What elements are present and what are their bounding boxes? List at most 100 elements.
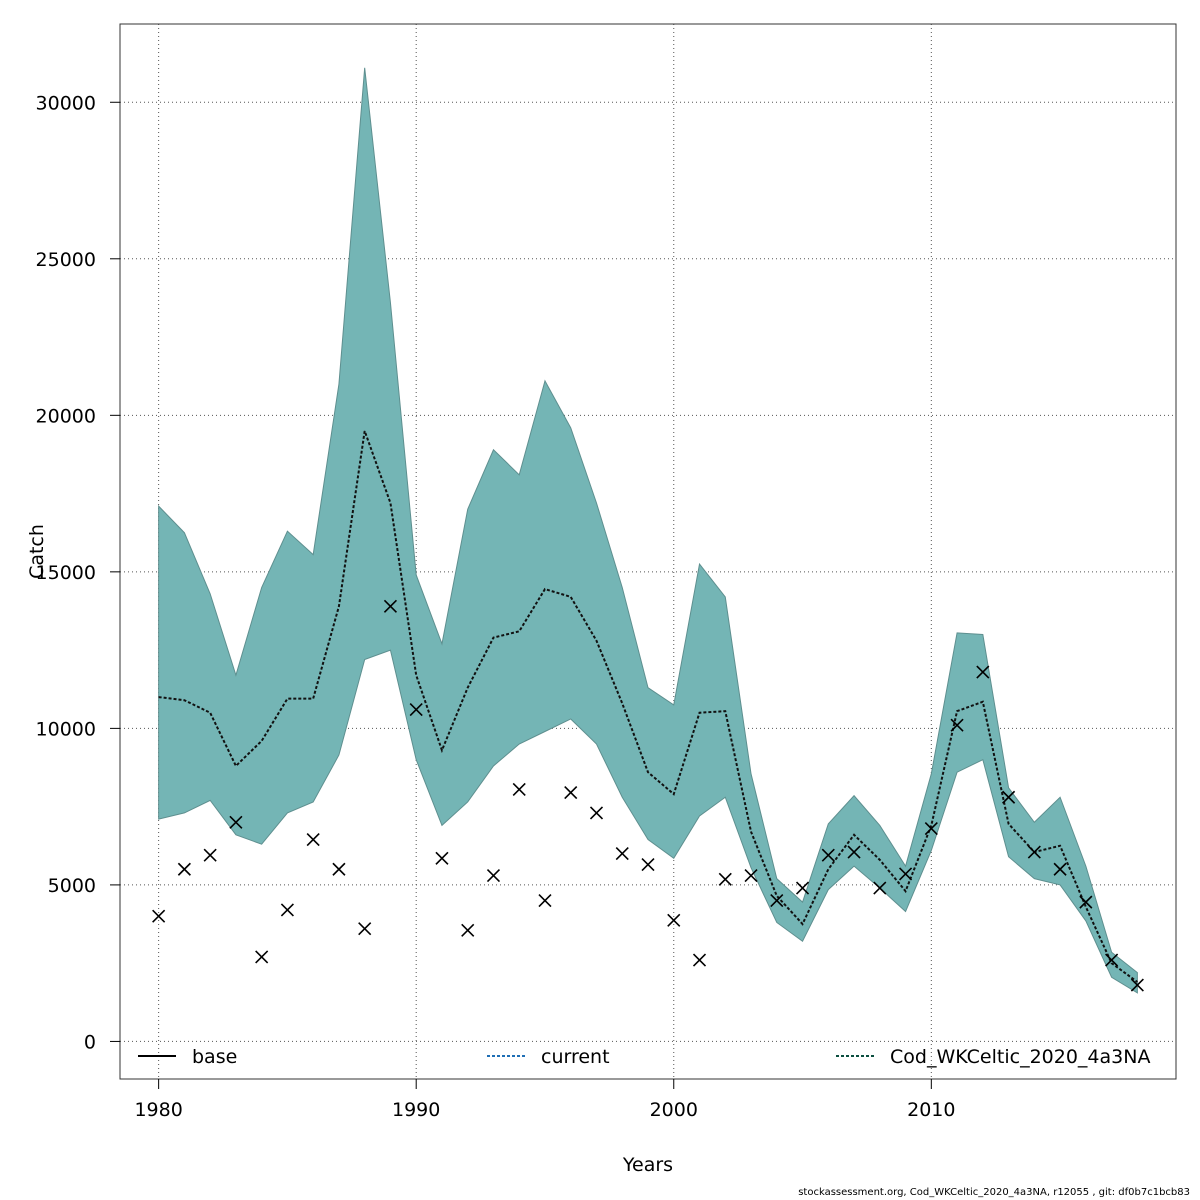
observed-point xyxy=(512,782,526,796)
footer-credit: stockassessment.org, Cod_WKCeltic_2020_4… xyxy=(798,1187,1190,1198)
observed-point xyxy=(1002,790,1016,804)
observed-point-stroke xyxy=(435,851,449,865)
observed-point xyxy=(1027,845,1041,859)
observed-point-stroke xyxy=(538,893,552,908)
observed-point-stroke xyxy=(255,950,269,964)
observed-point-stroke xyxy=(795,881,810,895)
observed-point xyxy=(255,950,269,964)
observed-point-stroke xyxy=(873,881,887,895)
observed-point-stroke xyxy=(512,782,526,796)
observed-point xyxy=(976,665,990,679)
confidence-band xyxy=(158,67,1138,994)
observed-point xyxy=(821,848,835,862)
observed-point xyxy=(1079,895,1093,909)
observed-point-stroke xyxy=(770,893,784,908)
legend: base current Cod_WKCeltic_2020_4a3NA xyxy=(138,1046,1150,1068)
observed-point xyxy=(409,703,423,717)
y-tick-label: 15000 xyxy=(36,562,96,584)
observed-point-stroke xyxy=(692,953,707,967)
plot-frame xyxy=(119,23,1177,1080)
observed-point xyxy=(795,881,810,895)
observed-point xyxy=(950,718,964,732)
observed-point xyxy=(1130,978,1144,992)
observed-point xyxy=(461,923,475,937)
observed-point xyxy=(152,909,166,923)
observed-point xyxy=(203,848,217,862)
observed-point-stroke xyxy=(486,868,501,883)
observed-point-stroke xyxy=(383,599,398,613)
y-tick-label: 20000 xyxy=(36,405,96,427)
observed-point-stroke xyxy=(1130,978,1144,992)
observed-catch-markers xyxy=(152,599,1144,992)
observed-point-stroke xyxy=(924,821,938,836)
observed-point xyxy=(615,847,629,861)
x-tick-label: 1990 xyxy=(392,1099,440,1121)
observed-point xyxy=(924,821,938,836)
observed-point xyxy=(486,868,501,883)
observed-point xyxy=(383,599,398,613)
observed-point-stroke xyxy=(358,922,372,936)
series-line xyxy=(158,430,1138,983)
observed-point xyxy=(1053,862,1067,876)
y-tick-label: 5000 xyxy=(48,875,96,897)
observed-point-stroke xyxy=(152,909,166,923)
observed-point xyxy=(229,815,243,829)
observed-point-stroke xyxy=(898,867,913,881)
model-lines xyxy=(158,430,1138,983)
x-tick-label: 1980 xyxy=(134,1099,182,1121)
observed-point-stroke xyxy=(821,848,835,862)
observed-point-stroke xyxy=(461,923,475,937)
y-tick-label: 0 xyxy=(84,1031,96,1053)
observed-point xyxy=(358,922,372,936)
y-tick-label: 30000 xyxy=(36,92,96,114)
legend-label: current xyxy=(541,1046,610,1068)
observed-point xyxy=(306,832,320,847)
observed-point-stroke xyxy=(177,862,191,876)
observed-point-stroke xyxy=(976,665,990,679)
observed-point xyxy=(280,903,294,917)
observed-point xyxy=(770,893,784,908)
observed-point-stroke xyxy=(332,862,346,876)
observed-point-stroke xyxy=(229,815,243,829)
observed-point xyxy=(667,913,681,927)
observed-point xyxy=(177,862,191,876)
observed-point xyxy=(692,953,707,967)
observed-point-stroke xyxy=(744,868,758,883)
observed-point xyxy=(332,862,346,876)
observed-point xyxy=(898,867,913,881)
observed-point-stroke xyxy=(641,857,655,872)
axes: 1980 1990 2000 2010 0 5000 10000 15000 20000 2500… xyxy=(36,92,956,1121)
observed-point-stroke xyxy=(950,718,964,732)
observed-point-stroke xyxy=(1027,845,1041,859)
y-tick-label: 25000 xyxy=(36,249,96,271)
observed-point xyxy=(641,857,655,872)
confidence-band-area xyxy=(158,67,1138,994)
observed-point-stroke xyxy=(1079,895,1093,909)
observed-point-stroke xyxy=(1053,862,1067,876)
observed-point xyxy=(1105,953,1119,967)
observed-point xyxy=(873,881,887,895)
observed-point-stroke xyxy=(306,832,320,847)
observed-point-stroke xyxy=(718,872,732,886)
observed-point-stroke xyxy=(589,806,604,820)
observed-point xyxy=(589,806,604,820)
observed-point xyxy=(744,868,758,883)
observed-point-stroke xyxy=(409,703,423,717)
observed-point xyxy=(847,845,861,859)
observed-point-stroke xyxy=(615,847,629,861)
observed-point-stroke xyxy=(1105,953,1119,967)
x-tick-label: 2010 xyxy=(907,1099,955,1121)
observed-point xyxy=(718,872,732,886)
legend-label: Cod_WKCeltic_2020_4a3NA xyxy=(890,1046,1150,1068)
observed-point xyxy=(564,785,578,800)
legend-label: base xyxy=(192,1046,237,1068)
y-axis-title: Catch xyxy=(26,524,48,579)
x-tick-label: 2000 xyxy=(650,1099,698,1121)
legend-entry: current xyxy=(487,1046,610,1068)
observed-point-stroke xyxy=(667,913,681,927)
observed-point xyxy=(538,893,552,908)
observed-point-stroke xyxy=(1002,790,1016,804)
observed-point xyxy=(435,851,449,865)
observed-point-stroke xyxy=(847,845,861,859)
